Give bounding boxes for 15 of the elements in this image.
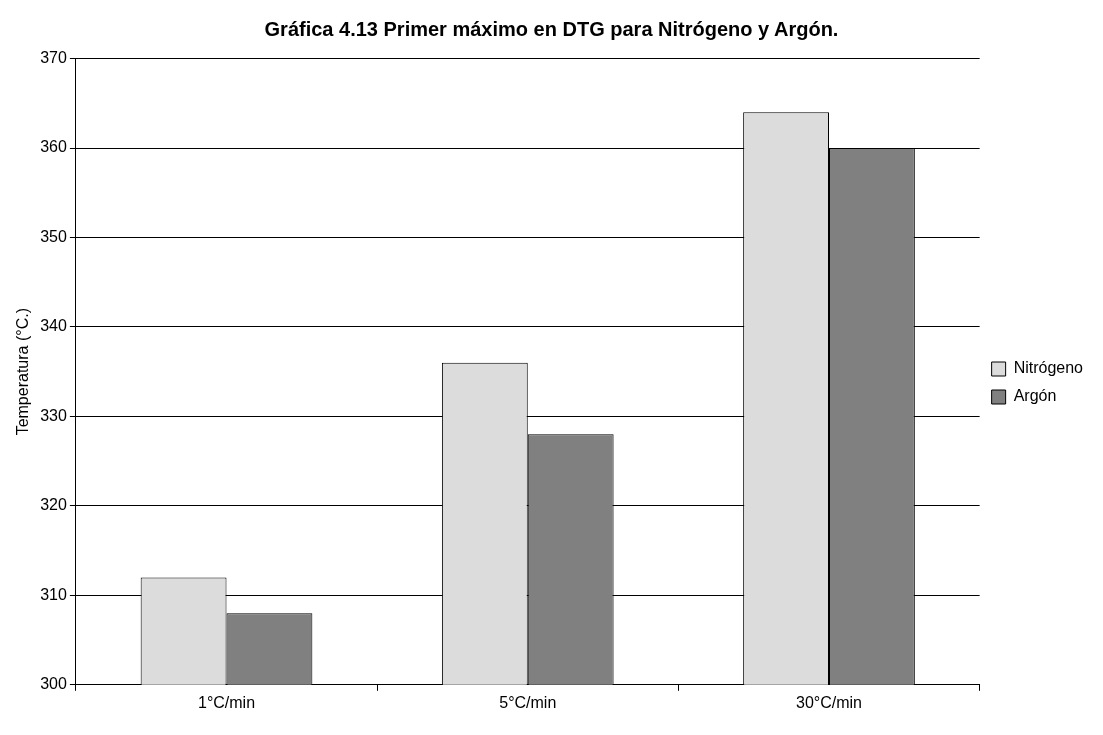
legend-label: Nitrógeno xyxy=(1013,359,1084,377)
x-tick-label: 30°C/min xyxy=(796,693,862,711)
y-tick-label: 310 xyxy=(40,585,67,603)
y-tick-label: 360 xyxy=(40,138,67,156)
y-tick-label: 370 xyxy=(40,49,67,67)
chart-title: Gráfica 4.13 Primer máximo en DTG para Nitrógeno y Argón. xyxy=(263,18,840,42)
y-tick-label: 300 xyxy=(40,675,67,693)
legend-label: Argón xyxy=(1013,387,1057,405)
x-tick-label: 1°C/min xyxy=(197,693,256,711)
y-tick-label: 350 xyxy=(40,227,67,245)
y-axis-title: Temperatura (°C.) xyxy=(14,308,32,436)
y-tick-label: 320 xyxy=(40,496,67,514)
y-tick-label: 340 xyxy=(40,317,67,335)
y-tick-label: 330 xyxy=(40,406,67,424)
x-tick-label: 5°C/min xyxy=(499,693,557,711)
